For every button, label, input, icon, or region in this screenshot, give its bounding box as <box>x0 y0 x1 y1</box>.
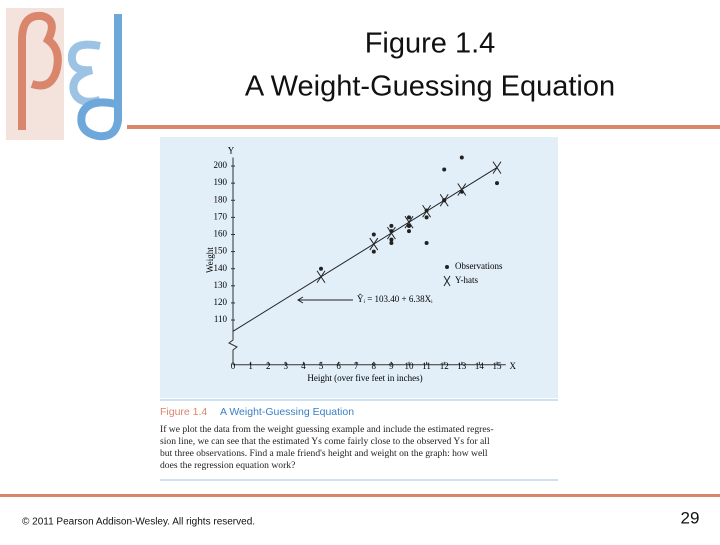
y-hat-mark <box>457 183 467 196</box>
y-tick-label: 190 <box>214 177 228 187</box>
y-tick-label: 120 <box>214 297 228 307</box>
y-axis <box>228 157 238 365</box>
x-tick-label: 3 <box>284 361 289 371</box>
y-hat-mark <box>386 226 396 240</box>
observation-point <box>424 241 429 246</box>
x-tick-label: 14 <box>475 361 485 371</box>
slide-title: A Weight-Guessing Equation <box>245 71 615 103</box>
y-tick-label: 170 <box>214 211 228 221</box>
y-tick-label: 140 <box>214 263 228 273</box>
x-tick-label: 1 <box>248 361 253 371</box>
x-tick-label: 6 <box>336 361 341 371</box>
y-hat-mark <box>439 193 449 207</box>
chart-panel <box>160 137 558 398</box>
y-hat-mark <box>316 270 326 284</box>
x-tick-label: 5 <box>319 361 324 371</box>
x-tick-label: 0 <box>231 361 236 371</box>
caption-title: A Weight-Guessing Equation <box>220 406 354 418</box>
y-tick-label: 110 <box>214 314 228 324</box>
x-tick-label: 7 <box>354 361 359 371</box>
observation-point <box>459 155 464 160</box>
observation-point <box>407 215 411 220</box>
y-tick-label: 180 <box>214 194 228 204</box>
observation-point <box>389 223 394 228</box>
x-tick-label: 9 <box>389 361 394 371</box>
footer: © 2011 Pearson Addison-Wesley. All right… <box>22 517 255 528</box>
caption-label: Figure 1.4 <box>160 406 207 418</box>
x-tick-label: 2 <box>266 361 271 371</box>
y-tick-label: 160 <box>214 229 228 239</box>
observation-point <box>442 167 447 172</box>
y-axis-letter: Y <box>228 146 235 156</box>
caption-text: If we plot the data from the weight gues… <box>160 424 494 471</box>
y-hat-mark <box>404 215 414 229</box>
y-hat-mark <box>422 204 432 218</box>
legend-marker <box>443 275 451 287</box>
caption-line: sion line, we can see that the estimated… <box>160 436 490 447</box>
legend-label: Y-hats <box>455 275 478 285</box>
y-axis-label: Weight <box>205 247 215 273</box>
observation-point <box>495 181 499 186</box>
observation-point <box>389 241 394 246</box>
legend-label: Observations <box>455 261 503 271</box>
observation-point <box>319 266 323 271</box>
caption-line: If we plot the data from the weight gues… <box>160 424 494 435</box>
x-tick-label: 15 <box>493 361 503 371</box>
observation-point <box>407 229 411 234</box>
x-tick-label: 10 <box>405 361 415 371</box>
y-hat-mark <box>492 161 502 174</box>
caption-line: but three observations. Find a male frie… <box>160 448 488 459</box>
page-number: 29 <box>681 508 700 527</box>
x-tick-label: 13 <box>457 361 467 371</box>
observation-point <box>424 215 429 220</box>
y-hat-mark <box>369 237 379 251</box>
x-axis-letter: X <box>510 361 517 371</box>
x-tick-label: 8 <box>372 361 377 371</box>
x-axis-label: Height (over five feet in inches) <box>307 373 422 383</box>
y-tick-label: 150 <box>214 246 228 256</box>
slide-title: Figure 1.4 <box>365 28 496 60</box>
legend-marker <box>445 265 449 269</box>
caption-line: does the regression equation work? <box>160 460 295 471</box>
x-tick-label: 11 <box>422 361 431 371</box>
y-tick-label: 200 <box>214 160 228 170</box>
observation-point <box>371 232 376 237</box>
plot: Y X Height (over five feet in inches) Weigh… <box>205 146 516 383</box>
observation-point <box>389 237 394 242</box>
header-rule <box>127 125 720 129</box>
annotation: Ŷᵢ = 103.40 + 6.38Xᵢ <box>357 294 433 304</box>
annotation-arrow <box>297 296 353 304</box>
footer-rule <box>0 494 720 497</box>
observation-point <box>371 249 376 254</box>
logo <box>6 8 122 141</box>
y-tick-label: 130 <box>214 280 228 290</box>
observation-point <box>407 223 411 228</box>
x-tick-label: 12 <box>440 361 449 371</box>
x-tick-label: 4 <box>301 361 306 371</box>
regression-line <box>232 167 498 332</box>
